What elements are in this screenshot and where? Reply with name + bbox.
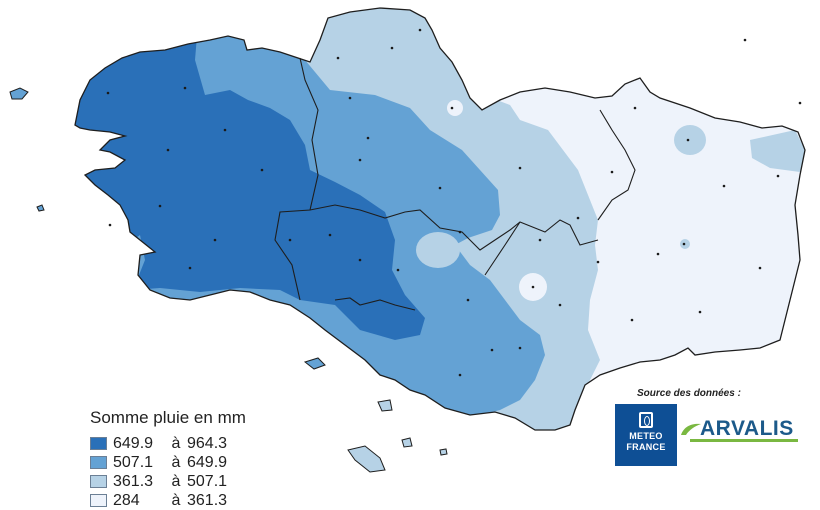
legend-low: 361.3 <box>113 472 154 490</box>
legend-row: 361.3 à 507.1 <box>90 472 310 491</box>
arvalis-logo: ARVALIS <box>680 414 794 444</box>
legend-sep: à <box>171 434 181 452</box>
legend-low: 649.9 <box>113 434 154 452</box>
legend-low: 284 <box>113 491 140 509</box>
legend-low: 507.1 <box>113 453 154 471</box>
legend-title: Somme pluie en mm <box>90 408 246 427</box>
meteo-france-line1: METEO <box>629 431 663 441</box>
meteo-france-line2: FRANCE <box>626 442 666 452</box>
station-points <box>106 28 802 377</box>
legend: Somme pluie en mm 649.9 à 964.3 507.1 à 649.… <box>90 408 310 510</box>
source-label: Source des données : <box>637 388 741 399</box>
legend-high: 361.3 <box>187 491 228 509</box>
legend-high: 649.9 <box>187 453 228 471</box>
legend-row: 507.1 à 649.9 <box>90 453 310 472</box>
legend-swatch <box>90 475 107 488</box>
legend-high: 507.1 <box>187 472 228 490</box>
arvalis-text: ARVALIS <box>700 417 794 440</box>
legend-sep: à <box>171 453 181 471</box>
legend-sep: à <box>171 491 181 509</box>
meteo-france-emblem-icon <box>639 412 653 428</box>
meteo-france-logo: METEO FRANCE <box>615 404 677 466</box>
department-boundaries <box>274 57 636 311</box>
legend-swatch <box>90 437 107 450</box>
arvalis-leaf-icon <box>681 423 701 435</box>
legend-swatch <box>90 494 107 507</box>
legend-rows: 649.9 à 964.3 507.1 à 649.9 361.3 à 507.1 284 à… <box>90 434 310 510</box>
legend-row: 284 à 361.3 <box>90 491 310 510</box>
legend-sep: à <box>171 472 181 490</box>
legend-high: 964.3 <box>187 434 228 452</box>
arvalis-underline <box>690 439 798 442</box>
legend-swatch <box>90 456 107 469</box>
legend-row: 649.9 à 964.3 <box>90 434 310 453</box>
islands <box>9 87 448 473</box>
